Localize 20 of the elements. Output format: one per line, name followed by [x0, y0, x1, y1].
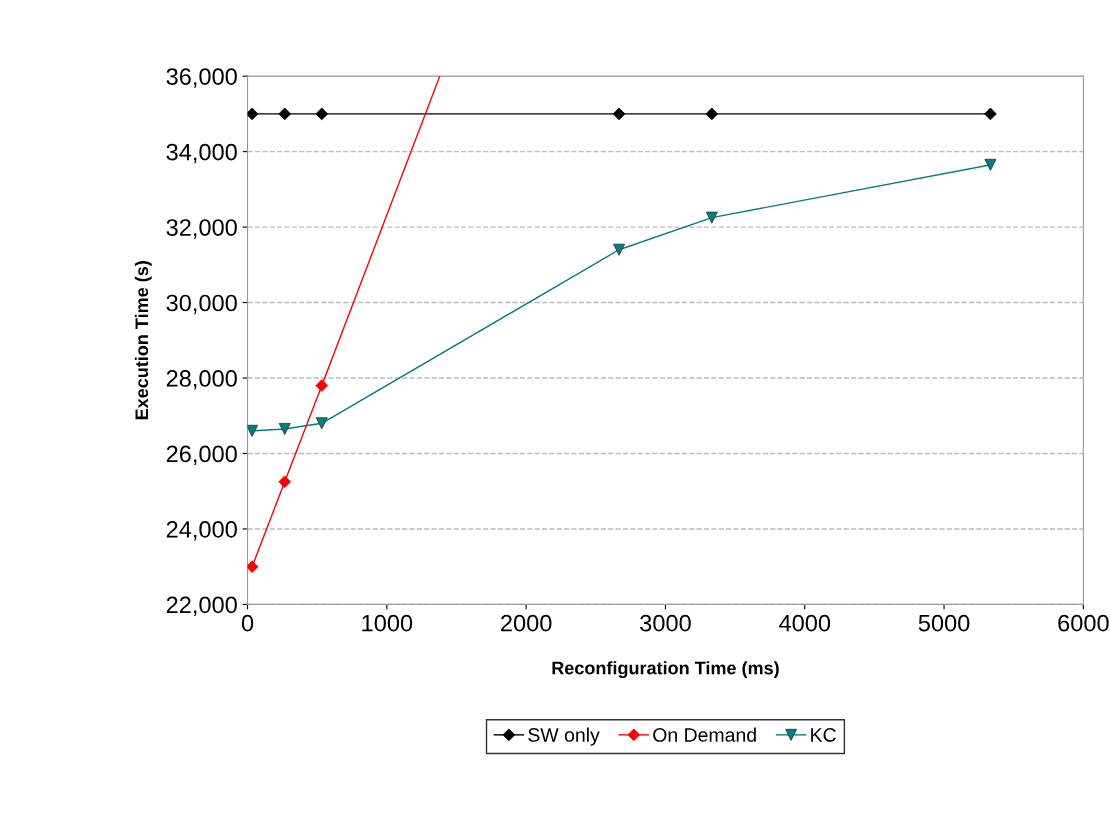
legend-label: On Demand	[653, 727, 756, 742]
y-tick-label: 36,000	[166, 68, 237, 88]
legend-label: SW only	[528, 727, 600, 746]
x-tick-label: 3000	[640, 614, 691, 632]
x-tick-label: 1000	[362, 614, 413, 632]
x-axis-title: Reconfiguration Time (ms)	[552, 661, 779, 679]
x-tick-label: 6000	[1058, 614, 1109, 632]
y-axis-title: Execution Time (s)	[134, 261, 152, 420]
y-tick-label: 34,000	[166, 143, 237, 164]
x-tick-label: 2000	[501, 614, 552, 632]
legend-label: KC	[811, 728, 836, 742]
y-tick-label: 24,000	[166, 521, 237, 541]
y-tick-label: 22,000	[166, 596, 237, 616]
x-tick-label: 5000	[918, 614, 970, 632]
x-tick-label: 0	[241, 614, 254, 632]
y-tick-label: 28,000	[166, 370, 237, 390]
y-tick-label: 30,000	[166, 294, 237, 315]
y-tick-label: 26,000	[166, 445, 237, 466]
y-tick-label: 32,000	[166, 219, 237, 239]
x-tick-label: 4000	[779, 614, 831, 632]
